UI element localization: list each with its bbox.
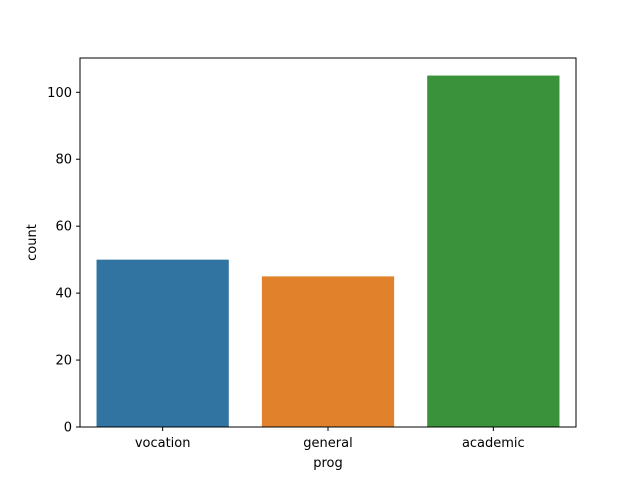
plot-frame bbox=[79, 57, 577, 428]
x-tick-label: general bbox=[303, 436, 352, 451]
y-axis-ticks: 0 20 40 60 80 100 bbox=[47, 86, 80, 436]
bar-vocation bbox=[96, 259, 229, 427]
y-tick-label: 80 bbox=[55, 153, 72, 168]
bar-academic bbox=[427, 75, 560, 428]
y-tick-label: 100 bbox=[47, 86, 72, 101]
y-axis-label: count bbox=[25, 224, 40, 261]
bars-group bbox=[96, 75, 560, 428]
y-tick-label: 40 bbox=[55, 287, 72, 302]
x-tick-label: vocation bbox=[135, 436, 191, 451]
bar-general bbox=[261, 276, 395, 427]
y-tick-label: 0 bbox=[64, 421, 72, 436]
x-axis-label: prog bbox=[313, 456, 343, 471]
x-tick-label: academic bbox=[462, 436, 525, 451]
x-axis-ticks: vocation general academic bbox=[135, 427, 525, 451]
y-tick-label: 60 bbox=[55, 220, 72, 235]
y-tick-label: 20 bbox=[55, 354, 72, 369]
